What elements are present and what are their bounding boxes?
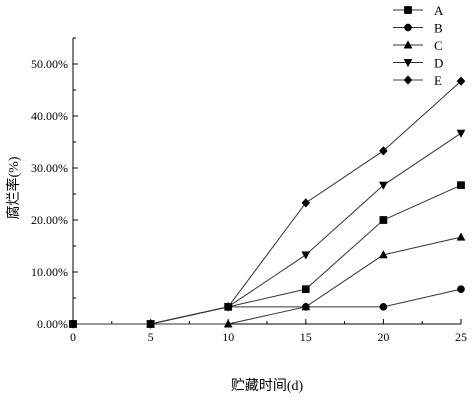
- legend-label: D: [434, 56, 443, 71]
- data-point-E: [223, 302, 233, 312]
- data-point-E: [379, 146, 388, 156]
- legend-item-E: E: [393, 73, 442, 88]
- y-tick-label: 30.00%: [31, 161, 68, 175]
- data-point-C: [456, 232, 466, 241]
- x-tick-label: 0: [70, 330, 76, 344]
- data-point-A: [379, 216, 388, 224]
- x-tick-label: 20: [377, 330, 389, 344]
- legend-label: E: [434, 73, 442, 88]
- y-tick-label: 20.00%: [31, 213, 68, 227]
- x-ticks: 0 5 10 15 20 25: [70, 319, 467, 344]
- legend-label: C: [434, 38, 443, 53]
- data-point-B: [457, 285, 465, 294]
- x-tick-label: 25: [455, 330, 467, 344]
- legend-marker-E: [403, 75, 413, 85]
- y-axis-label: 腐烂率(%): [5, 156, 22, 219]
- x-axis-label: 贮藏时间(d): [231, 378, 304, 394]
- data-point-E: [301, 198, 311, 208]
- x-tick-label: 15: [300, 330, 312, 344]
- y-ticks: 0.00% 10.00% 20.00% 30.00% 40.00% 50.00%: [31, 37, 78, 331]
- legend-item-C: C: [393, 38, 443, 53]
- y-tick-label: 50.00%: [31, 57, 68, 71]
- data-point-E: [456, 76, 466, 86]
- data-point-C: [378, 250, 388, 259]
- legend-marker-A: [404, 6, 412, 14]
- legend-item-A: A: [393, 3, 444, 18]
- x-tick-label: 5: [148, 330, 154, 344]
- legend-item-B: B: [393, 21, 443, 36]
- data-point-E: [146, 319, 155, 329]
- data-point-C: [301, 302, 311, 311]
- y-tick-label: 10.00%: [31, 265, 68, 279]
- legend-marker-D: [403, 59, 413, 68]
- y-tick-label: 40.00%: [31, 109, 68, 123]
- data-point-A: [457, 181, 465, 190]
- legend-label: B: [434, 21, 443, 36]
- y-tick-label: 0.00%: [37, 317, 68, 331]
- legend-item-D: D: [393, 56, 443, 71]
- series-E: [68, 76, 466, 329]
- series-line-B: [73, 288, 462, 325]
- series-line-D: [73, 132, 462, 325]
- data-point-D: [456, 129, 466, 138]
- legend-label: A: [434, 3, 444, 18]
- series-group: [68, 76, 466, 329]
- data-point-E: [68, 319, 78, 329]
- data-point-D: [378, 181, 388, 190]
- legend-marker-B: [404, 23, 412, 32]
- data-point-C: [223, 319, 233, 328]
- series-line-E: [73, 80, 462, 325]
- data-point-A: [301, 285, 310, 294]
- legend-marker-C: [403, 40, 413, 49]
- data-point-B: [379, 302, 388, 311]
- x-tick-label: 10: [222, 330, 234, 344]
- data-point-D: [301, 251, 311, 260]
- series-C: [68, 232, 466, 328]
